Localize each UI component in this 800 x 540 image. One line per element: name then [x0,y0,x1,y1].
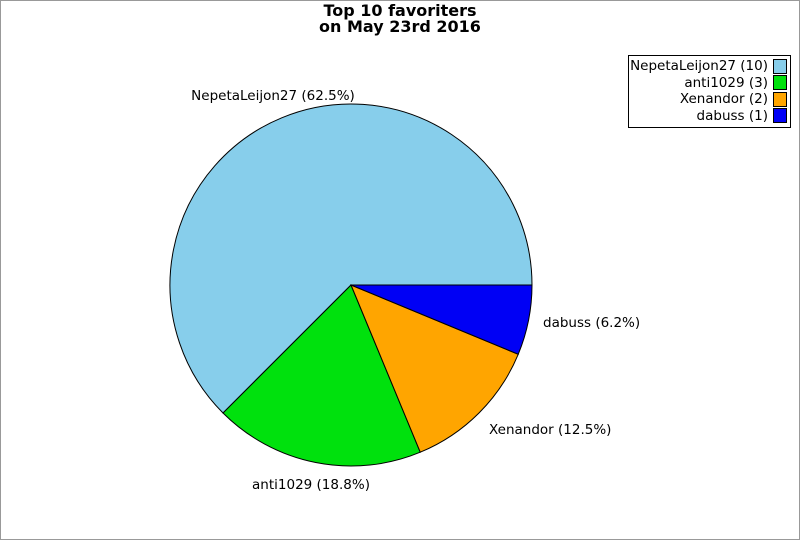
legend-row-nepetaleijon27: NepetaLeijon27 (10) [630,58,787,75]
legend-row-dabuss: dabuss (1) [631,108,787,125]
chart-title-line2: on May 23rd 2016 [319,17,481,36]
pie-slice-anti1029 [222,284,421,467]
legend-swatch-nepetaleijon27 [773,58,787,74]
legend-swatch-anti1029 [773,75,787,91]
legend-swatch-dabuss [773,108,787,124]
legend-label-dabuss: dabuss (1) [696,107,768,124]
legend-label-nepetaleijon27: NepetaLeijon27 (10) [630,58,768,75]
chart-title: Top 10 favoriters on May 23rd 2016 [1,3,799,35]
legend-label-xenandor: Xenandor (2) [679,91,768,108]
legend-swatch-xenandor [773,91,787,107]
pie-slice-nepetaleijon27 [169,103,533,414]
legend: NepetaLeijon27 (10) anti1029 (3) Xenando… [628,55,791,128]
legend-row-anti1029: anti1029 (3) [631,75,787,92]
pie-slice-xenandor [350,284,519,453]
legend-row-xenandor: Xenandor (2) [631,91,787,108]
pie-label-xenandor: Xenandor (12.5%) [489,422,612,438]
legend-label-anti1029: anti1029 (3) [684,74,768,91]
chart-title-line1: Top 10 favoriters [323,1,477,20]
pie-slice-dabuss [350,284,533,355]
pie-label-anti1029: anti1029 (18.8%) [252,477,370,493]
pie-label-nepetaleijon27: NepetaLeijon27 (62.5%) [191,88,355,104]
pie-label-dabuss: dabuss (6.2%) [543,315,641,331]
